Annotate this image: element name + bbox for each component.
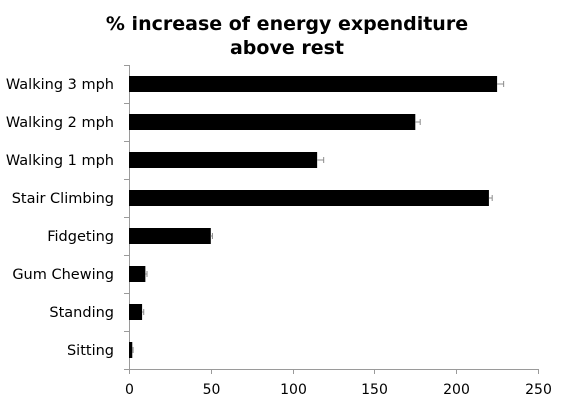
bar [129, 114, 416, 130]
chart-title-line-2: above rest [229, 37, 344, 59]
bar [129, 228, 211, 244]
category-label: Sitting [67, 343, 114, 359]
bar [129, 76, 498, 92]
x-tick-label: 150 [361, 382, 388, 398]
bar [129, 190, 489, 206]
category-label: Fidgeting [47, 229, 114, 245]
category-label: Gum Chewing [12, 267, 114, 283]
category-label: Walking 2 mph [6, 115, 114, 131]
category-label: Walking 3 mph [6, 77, 114, 93]
x-tick-label: 200 [443, 382, 470, 398]
bar [129, 266, 146, 282]
x-tick-label: 0 [125, 382, 134, 398]
x-tick-label: 100 [280, 382, 307, 398]
category-label: Stair Climbing [12, 191, 114, 207]
category-label: Walking 1 mph [6, 153, 114, 169]
bar [129, 342, 133, 358]
category-label: Standing [49, 305, 114, 321]
bar [129, 152, 318, 168]
chart-title-line-1: % increase of energy expenditure [105, 13, 469, 35]
x-tick-label: 250 [525, 382, 552, 398]
x-tick-label: 50 [203, 382, 221, 398]
bar [129, 304, 143, 320]
